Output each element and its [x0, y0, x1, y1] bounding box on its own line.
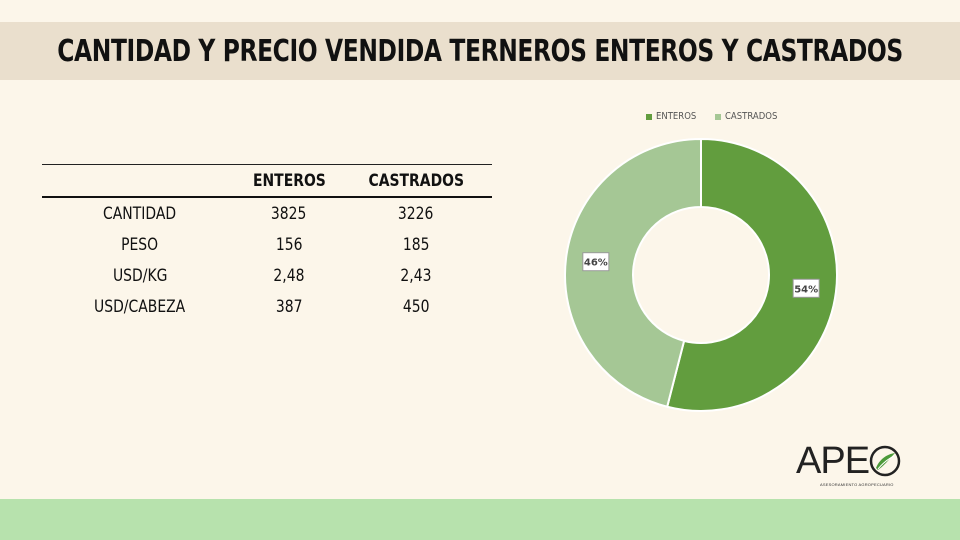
row-label: CANTIDAD — [103, 203, 177, 224]
cell-enteros: 2,48 — [273, 265, 305, 286]
table-header-castrados: CASTRADOS — [368, 170, 464, 191]
table-row: USD/CABEZA 387 450 — [42, 291, 492, 322]
table-header-row: ENTEROS CASTRADOS — [42, 164, 492, 198]
footer-bar — [0, 499, 960, 540]
page-title: CANTIDAD Y PRECIO VENDIDA TERNEROS ENTER… — [57, 33, 903, 69]
table-header-enteros: ENTEROS — [252, 170, 326, 191]
slice-label-enteros: 54% — [792, 278, 820, 298]
logo-text: APE — [796, 440, 870, 482]
legend-label-castrados: CASTRADOS — [725, 111, 778, 122]
cell-castrados: 3226 — [398, 203, 434, 224]
legend-swatch-enteros — [646, 113, 652, 120]
table-row: USD/KG 2,48 2,43 — [42, 260, 492, 291]
logo-leaf-icon — [869, 445, 901, 477]
cell-castrados: 2,43 — [400, 265, 432, 286]
table-row: CANTIDAD 3825 3226 — [42, 197, 492, 229]
donut-chart: 54% 46% — [564, 137, 838, 412]
row-label: USD/CABEZA — [94, 296, 186, 317]
table-row: PESO 156 185 — [42, 229, 492, 260]
svg-text:46%: 46% — [584, 258, 608, 269]
data-table: ENTEROS CASTRADOS CANTIDAD 3825 3226 PES… — [42, 164, 492, 322]
cell-castrados: 185 — [402, 234, 430, 255]
cell-enteros: 3825 — [271, 203, 307, 224]
slice-enteros — [665, 137, 838, 412]
ape-logo: APE ASESORAMIENTO AGROPECUARIO — [796, 440, 911, 490]
cell-enteros: 387 — [275, 296, 303, 317]
legend-item-castrados: CASTRADOS — [715, 111, 787, 122]
svg-text:54%: 54% — [794, 284, 818, 295]
row-label: USD/KG — [112, 265, 168, 286]
title-bar: CANTIDAD Y PRECIO VENDIDA TERNEROS ENTER… — [0, 22, 960, 80]
table-header-empty — [42, 165, 238, 198]
row-label: PESO — [121, 234, 159, 255]
legend-item-enteros: ENTEROS — [646, 111, 703, 122]
logo-subtitle: ASESORAMIENTO AGROPECUARIO — [820, 482, 894, 487]
cell-enteros: 156 — [275, 234, 303, 255]
cell-castrados: 450 — [402, 296, 430, 317]
legend-swatch-castrados — [715, 113, 722, 120]
chart-legend: ENTEROS CASTRADOS — [646, 111, 787, 122]
slice-label-castrados: 46% — [582, 252, 610, 272]
slice-castrados — [564, 137, 702, 408]
legend-label-enteros: ENTEROS — [656, 111, 697, 122]
